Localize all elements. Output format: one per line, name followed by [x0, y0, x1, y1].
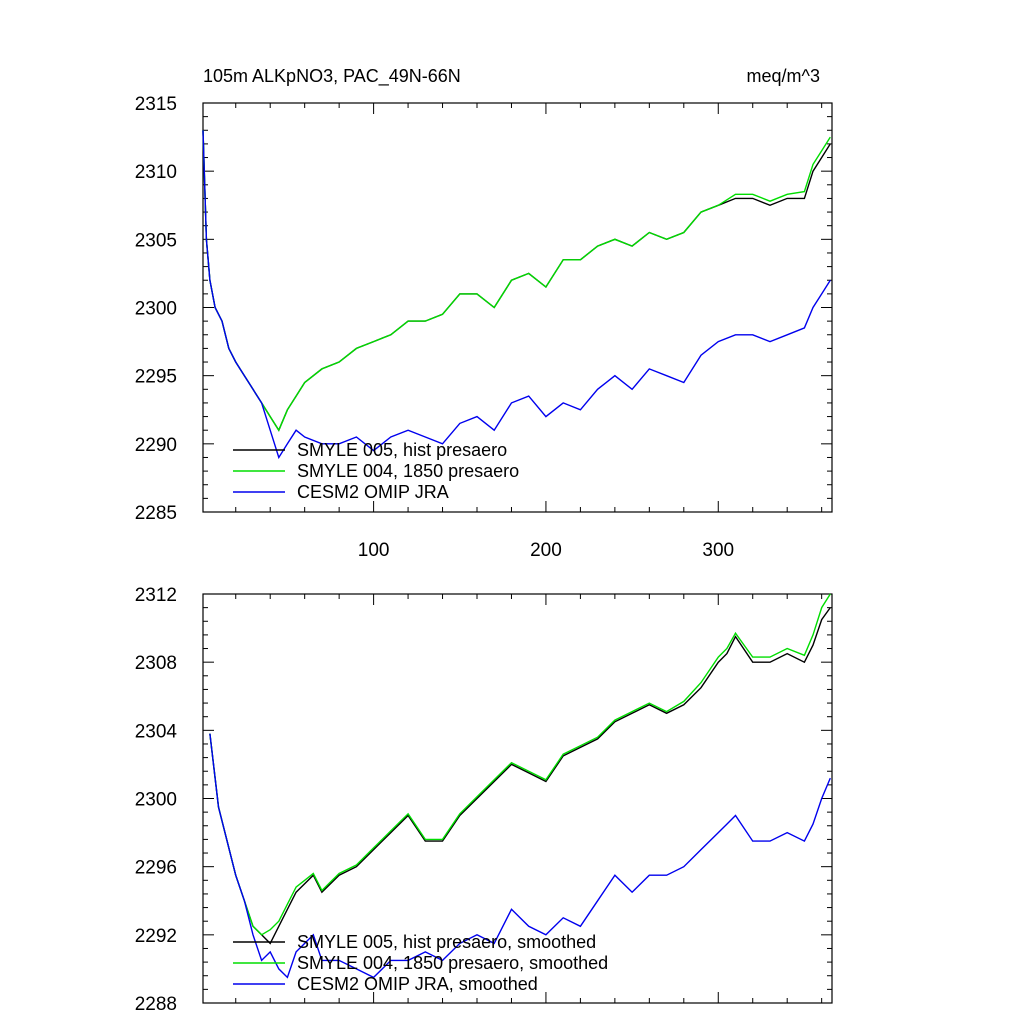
chart-title-right: meq/m^3	[747, 66, 820, 86]
y-tick-label: 2315	[135, 94, 177, 115]
y-tick-label: 2310	[135, 162, 177, 183]
x-tick-label: 200	[530, 540, 562, 561]
y-tick-label: 2308	[135, 653, 177, 674]
x-tick-label: 300	[702, 540, 734, 561]
series-line-2	[209, 593, 831, 936]
panel-2: 2288 2292 2296 2300 2304 2308 2312 SMYLE 005, h…	[135, 585, 833, 1015]
legend-entry: SMYLE 005, hist presaero, smoothed	[297, 932, 596, 952]
legend-entry: CESM2 OMIP JRA	[297, 482, 449, 502]
y-tick-label: 2296	[135, 858, 177, 879]
legend-entry: SMYLE 004, 1850 presaero, smoothed	[297, 953, 608, 973]
panel-1: 100 200 300 2285 2290 2295 2300 2305 2310 2315 SMY…	[135, 94, 833, 561]
y-tick-label: 2305	[135, 230, 177, 251]
y-tick-label: 2295	[135, 367, 177, 388]
series-line-2	[202, 130, 831, 432]
y-tick-label: 2290	[135, 435, 177, 456]
y-tick-label: 2300	[135, 299, 177, 320]
series-line-1	[209, 607, 831, 945]
series-line-1	[202, 130, 831, 432]
series-line-3	[202, 130, 831, 460]
y-tick-label: 2288	[135, 994, 177, 1015]
chart-panels: 100 200 300 2285 2290 2295 2300 2305 2310 2315 SMY…	[135, 94, 833, 1015]
x-tick-label: 100	[358, 540, 390, 561]
series-line-3	[209, 733, 831, 979]
y-tick-label: 2304	[135, 721, 178, 742]
legend-entry: SMYLE 005, hist presaero	[297, 440, 507, 460]
y-tick-label: 2292	[135, 926, 177, 947]
y-tick-label: 2300	[135, 790, 177, 811]
legend-entry: SMYLE 004, 1850 presaero	[297, 461, 519, 481]
legend-entry: CESM2 OMIP JRA, smoothed	[297, 974, 538, 994]
y-tick-label: 2312	[135, 585, 177, 606]
chart-title-left: 105m ALKpNO3, PAC_49N-66N	[203, 66, 461, 87]
y-tick-label: 2285	[135, 503, 177, 524]
